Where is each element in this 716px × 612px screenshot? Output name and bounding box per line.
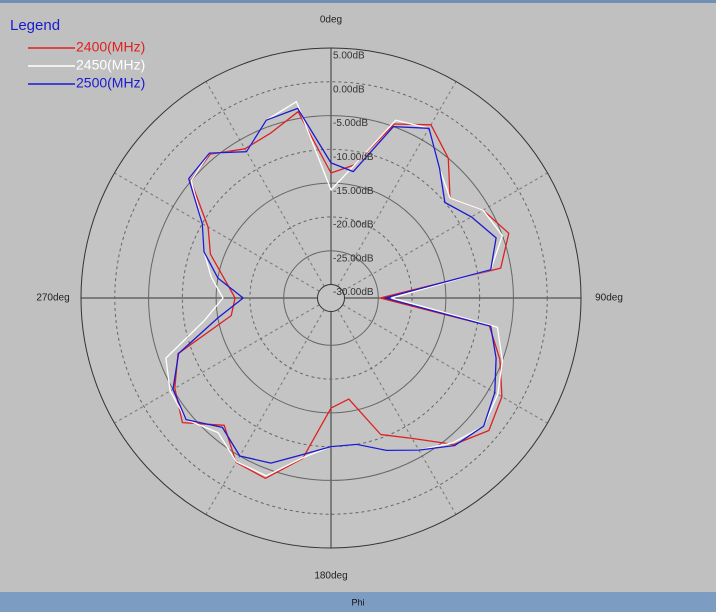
r-tick-label: -15.00dB [333,186,374,197]
r-tick-label: -25.00dB [333,253,374,264]
theta-tick-label: 90deg [595,293,623,304]
r-tick-label: -30.00dB [333,287,374,298]
plot-area [81,48,581,548]
legend-title: Legend [10,17,60,34]
grid-ring [181,148,481,448]
legend-label: 2500(MHz) [76,75,145,91]
grid-ring [114,81,548,515]
series-line [172,107,497,464]
grid-ring [80,47,582,549]
r-tick-label: 0.00dB [333,84,365,95]
axis-label: Phi [351,597,364,607]
polar-grid [80,47,582,549]
legend: Legend 2400(MHz) 2450(MHz) 2500(MHz) [10,17,145,91]
r-tick-label: -5.00dB [333,118,368,129]
series-lines [165,101,510,479]
theta-tick-label: 0deg [320,15,342,26]
grid-ring [215,182,447,414]
r-tick-label: 5.00dB [333,51,365,62]
top-border [0,0,716,3]
grid-ring [283,250,379,346]
grid-ring [249,216,413,380]
theta-tick-label: 270deg [36,293,69,304]
tick-labels: -30.00dB -25.00dB -20.00dB -15.00dB -10.00dB… [36,15,623,582]
r-tick-label: -10.00dB [333,152,374,163]
legend-label: 2400(MHz) [76,39,145,55]
grid-ring [148,115,514,481]
bottom-bar [0,592,716,612]
grid-ring [316,283,346,313]
r-tick-label: -20.00dB [333,220,374,231]
theta-tick-label: 180deg [314,571,347,582]
legend-label: 2450(MHz) [76,57,145,73]
